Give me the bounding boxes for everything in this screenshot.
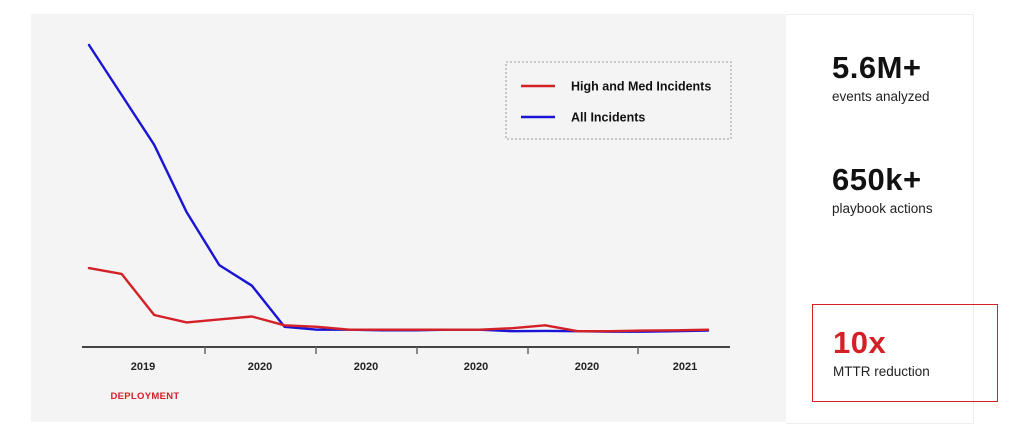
x-tick-label: 2021 — [673, 361, 697, 373]
x-tick-label: 2020 — [575, 361, 599, 373]
series-line-0 — [87, 266, 710, 333]
stat-mttr: 10x MTTR reduction — [833, 327, 930, 379]
stat-playbook: 650k+ playbook actions — [832, 164, 933, 216]
chart-panel — [31, 14, 786, 422]
stat-events-value: 5.6M+ — [832, 50, 922, 85]
stats-panel — [786, 14, 974, 424]
mttr-highlight-box: 10x MTTR reduction — [812, 304, 998, 402]
x-tick-label: 2020 — [354, 361, 378, 373]
stat-events: 5.6M+ events analyzed — [832, 52, 930, 104]
stat-mttr-label: MTTR reduction — [833, 364, 930, 379]
x-tick-label: 2020 — [464, 361, 488, 373]
stat-mttr-value: 10x — [833, 325, 887, 360]
legend-label: High and Med Incidents — [571, 80, 711, 94]
stat-events-label: events analyzed — [832, 89, 930, 104]
stat-playbook-label: playbook actions — [832, 201, 933, 216]
x-tick-label: 2019 — [131, 361, 155, 373]
legend-box — [505, 61, 732, 140]
x-tick-label: 2020 — [248, 361, 272, 373]
legend-label: All Incidents — [571, 111, 645, 125]
stat-playbook-value: 650k+ — [832, 162, 922, 197]
deployment-annotation: DEPLOYMENT — [111, 391, 180, 402]
